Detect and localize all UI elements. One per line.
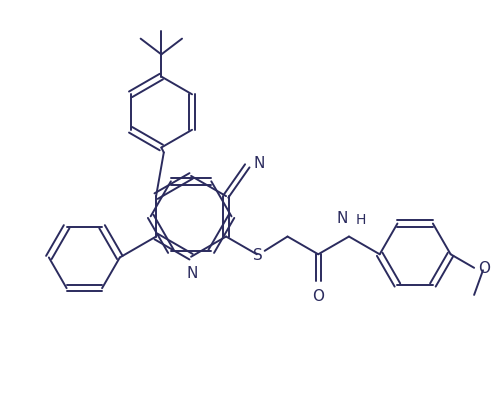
- Text: H: H: [355, 213, 366, 227]
- Text: S: S: [253, 248, 263, 263]
- Text: N: N: [186, 265, 198, 281]
- Text: N: N: [254, 156, 265, 171]
- Text: O: O: [478, 261, 490, 276]
- Text: O: O: [312, 289, 324, 304]
- Text: N: N: [337, 211, 348, 226]
